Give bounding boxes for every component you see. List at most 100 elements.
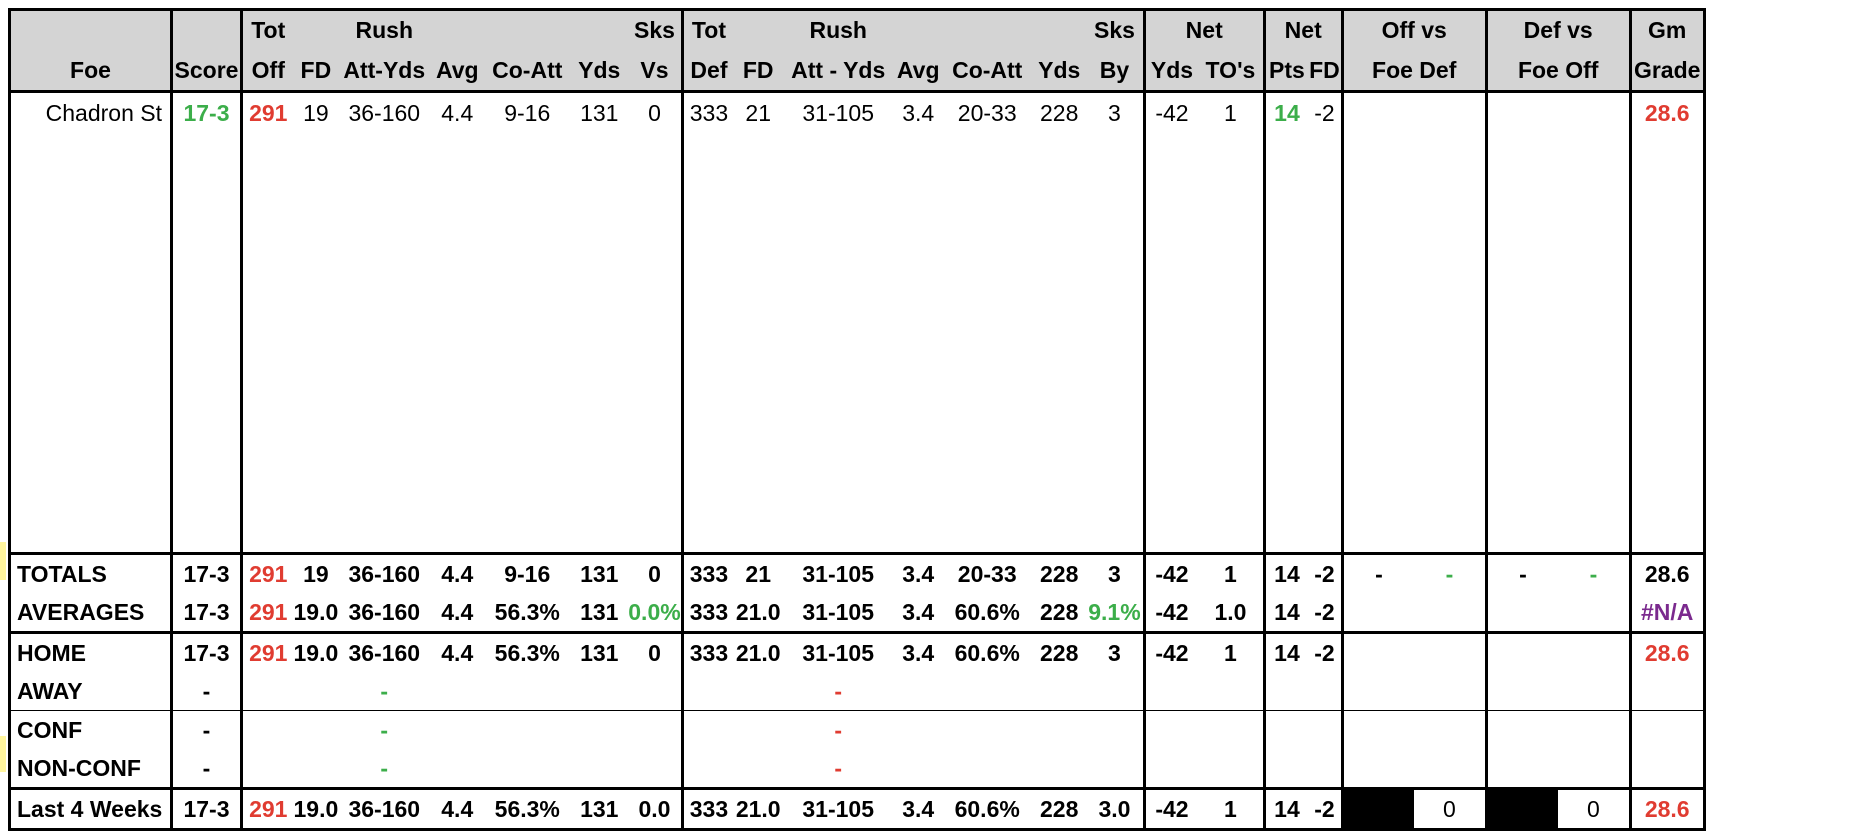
header-tot-off-top: Tot [240, 9, 294, 50]
home-off-yds: 131 [580, 639, 619, 666]
away-score: - [170, 672, 242, 711]
averages-def-coatt: 60.6% [954, 598, 1020, 625]
averages-net-pts: 14 [1262, 593, 1309, 633]
header-def-fd: FD [734, 50, 783, 92]
conf-score: - [170, 710, 242, 749]
header-def-coatt: Co-Att [942, 50, 1033, 92]
game-net-fd: -2 [1314, 100, 1335, 126]
last4-def-yds: 228 [1040, 795, 1079, 822]
totals-grade: 28.6 [1628, 553, 1706, 593]
nonconf-off-rush: - [380, 754, 389, 781]
totals-net-to: 1 [1224, 560, 1237, 587]
averages-def-rush: 31-105 [802, 598, 875, 625]
game-tot-def: 333 [680, 91, 735, 134]
totals-off-avg: 4.4 [441, 560, 474, 587]
totals-net-fd: -2 [1314, 560, 1335, 587]
totals-sks-vs: 0 [648, 560, 661, 587]
nonconf-label: NON-CONF [8, 749, 172, 789]
totals-def-vs-a: - [1484, 553, 1559, 593]
header-off-avg: Avg [430, 50, 485, 92]
conf-off-rush: - [380, 716, 389, 743]
header-net-yds: Yds [1142, 50, 1199, 92]
game-off-vs [1340, 91, 1487, 134]
totals-off-yds: 131 [580, 560, 619, 587]
last4-def-vs: 0 [1587, 795, 1600, 822]
last4-off-avg: 4.4 [441, 795, 474, 822]
nonconf-score: - [170, 749, 242, 789]
last4-net-to: 1 [1224, 795, 1237, 822]
game-foe: Chadron St [8, 91, 172, 134]
row-highlight-marker [0, 736, 6, 772]
header-foe-top [8, 9, 172, 50]
header-net-pts: Pts [1262, 50, 1309, 92]
empty-games-area [8, 134, 1706, 554]
away-def-rush: - [834, 677, 843, 704]
header-net-tos: TO's [1198, 50, 1265, 92]
team-stats-table: Tot Rush Sks Tot Rush Sks Net Net Off vs… [8, 8, 1706, 831]
totals-tot-def: 333 [680, 553, 735, 593]
last4-label: Last 4 Weeks [8, 788, 172, 830]
row-highlight-marker [0, 542, 6, 580]
game-def-rush: 31-105 [802, 100, 875, 126]
game-tot-off: 291 [240, 91, 294, 134]
last4-net-pts: 14 [1262, 788, 1309, 830]
game-off-fd: 19 [303, 100, 329, 126]
game-net-yds: -42 [1142, 91, 1199, 134]
home-sks-by: 3 [1108, 639, 1121, 666]
last4-def-fd: 21.0 [735, 795, 781, 822]
nonconf-def-rush: - [834, 754, 843, 781]
totals-def-vs-b: - [1589, 560, 1598, 587]
game-sks-vs: 0 [648, 100, 661, 126]
home-def-avg: 3.4 [902, 639, 935, 666]
game-grade: 28.6 [1628, 91, 1706, 134]
last4-tot-def: 333 [680, 788, 735, 830]
averages-sks-by: 9.1% [1088, 598, 1141, 625]
averages-off-yds: 131 [580, 598, 619, 625]
home-net-fd: -2 [1314, 639, 1335, 666]
last4-off-fd: 19.0 [293, 795, 339, 822]
totals-off-fd: 19 [303, 560, 329, 587]
header-rush-def-top: Rush [782, 9, 895, 50]
totals-def-fd: 21 [745, 560, 771, 587]
header-score: Score [170, 50, 242, 92]
totals-net-yds: -42 [1142, 553, 1199, 593]
home-tot-def: 333 [680, 632, 735, 672]
averages-row: AVERAGES 17-3 291 19.0 36-160 4.4 56.3% … [8, 593, 1706, 633]
home-def-fd: 21.0 [735, 639, 781, 666]
game-net-pts: 14 [1262, 91, 1309, 134]
header-foe: Foe [8, 50, 172, 92]
header-net-pts-top: Net [1262, 9, 1343, 50]
last4-net-fd: -2 [1314, 795, 1335, 822]
home-def-yds: 228 [1040, 639, 1079, 666]
last4-grade: 28.6 [1628, 788, 1706, 830]
header-def-vs-top: Def vs [1484, 9, 1631, 50]
header-def-avg: Avg [894, 50, 943, 92]
last4-off-yds: 131 [580, 795, 619, 822]
last4-row: Last 4 Weeks 17-3 291 19.0 36-160 4.4 56… [8, 788, 1706, 830]
home-label: HOME [8, 632, 172, 672]
totals-off-rush: 36-160 [348, 560, 421, 587]
game-def-vs [1484, 91, 1631, 134]
game-def-fd: 21 [745, 100, 771, 126]
home-tot-off: 291 [240, 632, 294, 672]
header-rush-off-top: Rush [338, 9, 431, 50]
game-off-rush: 36-160 [348, 100, 421, 126]
home-sks-vs: 0 [648, 639, 661, 666]
header-gm-grade: Grade [1628, 50, 1706, 92]
last4-off-vs-black-cell [1340, 788, 1415, 830]
totals-def-coatt: 20-33 [957, 560, 1017, 587]
last4-def-avg: 3.4 [902, 795, 935, 822]
home-net-pts: 14 [1262, 632, 1309, 672]
last4-def-coatt: 60.6% [954, 795, 1020, 822]
totals-tot-off: 291 [240, 553, 294, 593]
game-def-yds: 228 [1040, 100, 1079, 126]
game-def-coatt: 20-33 [957, 100, 1017, 126]
averages-sks-vs: 0.0% [628, 598, 681, 625]
away-label: AWAY [8, 672, 172, 711]
averages-off-fd: 19.0 [293, 598, 339, 625]
header-def-vs-foe-off: Foe Off [1484, 50, 1631, 92]
averages-off-coatt: 56.3% [494, 598, 560, 625]
averages-tot-off: 291 [240, 593, 294, 633]
home-row: HOME 17-3 291 19.0 36-160 4.4 56.3% 131 … [8, 632, 1706, 672]
away-row: AWAY - - - [8, 672, 1706, 711]
